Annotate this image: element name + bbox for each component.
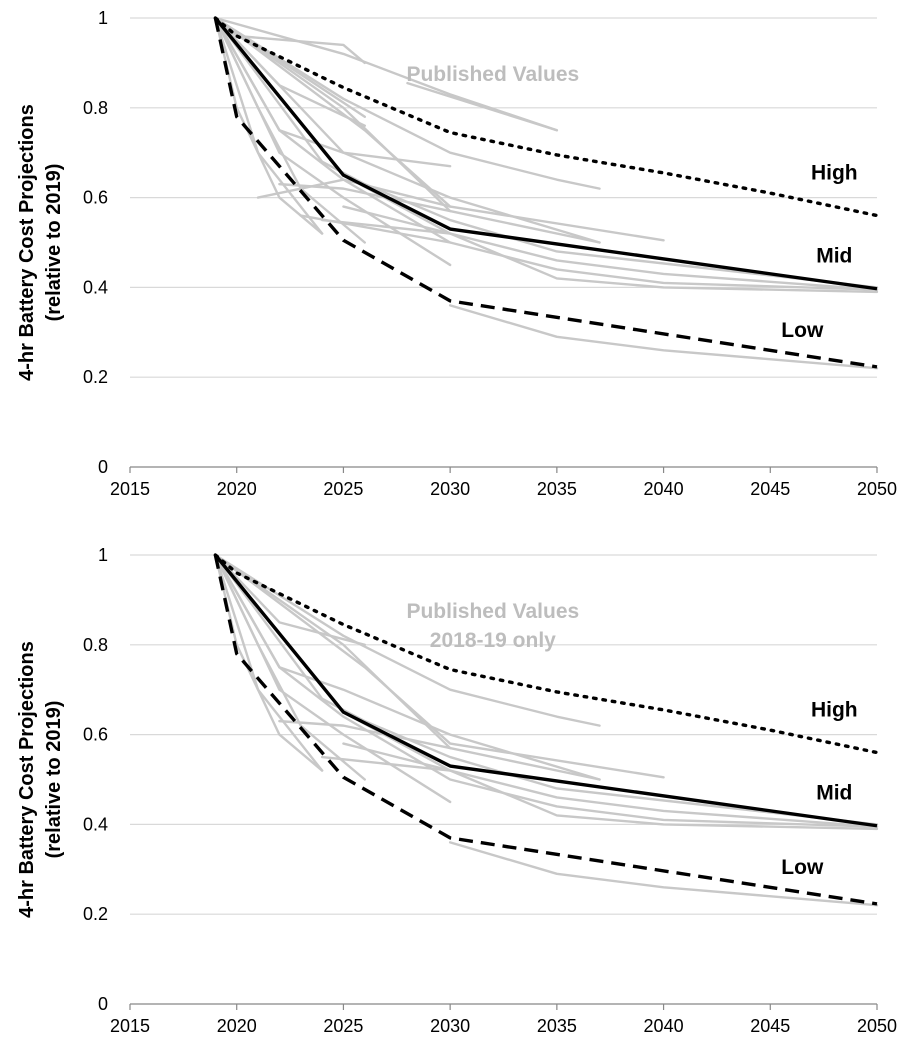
y-tick-label: 0.8 — [83, 98, 108, 118]
published-projection-line — [406, 81, 559, 132]
y-tick-label: 0.2 — [83, 367, 108, 387]
x-tick-label: 2015 — [110, 479, 150, 499]
y-axis-title-line: 4-hr Battery Cost Projections — [16, 104, 38, 381]
published-values-label: Published Values — [406, 63, 579, 86]
x-tick-label: 2025 — [323, 1016, 363, 1036]
mid-scenario-line — [214, 16, 878, 291]
mid-label: Mid — [816, 245, 852, 268]
x-tick-label: 2040 — [644, 1016, 684, 1036]
low-scenario-line — [213, 554, 878, 906]
published-projection-line — [214, 553, 452, 750]
low-scenario-line — [213, 17, 878, 369]
published-projection-line — [214, 16, 452, 168]
y-tick-label: 0.4 — [83, 814, 108, 834]
published-projection-line — [320, 755, 452, 772]
y-tick-label: 0.8 — [83, 635, 108, 655]
x-tick-label: 2045 — [750, 479, 790, 499]
published-projection-line — [214, 16, 665, 242]
y-tick-label: 0.4 — [83, 277, 108, 297]
published-projection-line — [342, 742, 879, 831]
y-tick-label: 0 — [98, 457, 108, 477]
published-projection-line — [214, 553, 879, 828]
x-tick-label: 2015 — [110, 1016, 150, 1036]
published-projection-line — [214, 16, 366, 244]
published-projection-line — [214, 553, 366, 781]
y-tick-label: 0.6 — [83, 725, 108, 745]
published-projection-line — [278, 182, 601, 244]
published-values-label: 2018-19 only — [430, 629, 556, 652]
x-tick-label: 2020 — [217, 1016, 257, 1036]
published-projection-line — [448, 304, 879, 370]
published-projection-line — [448, 841, 879, 907]
y-axis-title-line: 4-hr Battery Cost Projections — [16, 641, 38, 918]
y-tick-label: 1 — [98, 8, 108, 28]
y-axis-title-line: (relative to 2019) — [43, 164, 65, 322]
published-projection-line — [214, 553, 665, 779]
top-chart-panel: 0 0.2 0.4 0.6 0.8 1 2015 2020 2025 2030 2035 2040 20… — [16, 8, 897, 499]
x-tick-label: 2035 — [537, 1016, 577, 1036]
published-projection-line — [214, 16, 879, 289]
y-axis-title-line: (relative to 2019) — [43, 701, 65, 859]
x-tick-label: 2030 — [430, 479, 470, 499]
x-tick-label: 2040 — [644, 479, 684, 499]
high-scenario-line — [213, 553, 879, 755]
x-tick-label: 2050 — [857, 1016, 897, 1036]
high-label: High — [811, 162, 858, 185]
y-tick-label: 0 — [98, 994, 108, 1014]
y-tick-label: 1 — [98, 545, 108, 565]
high-scenario-line — [213, 16, 879, 218]
high-label: High — [811, 699, 858, 722]
published-projection-line — [214, 553, 879, 826]
published-projection-line — [278, 719, 601, 781]
x-tick-label: 2030 — [430, 1016, 470, 1036]
published-projection-line — [214, 16, 452, 213]
published-projection-line — [214, 553, 366, 646]
y-tick-label: 0.2 — [83, 904, 108, 924]
published-projection-line — [214, 553, 601, 727]
published-projection-line — [299, 214, 452, 244]
published-projection-line — [214, 16, 601, 190]
x-tick-label: 2025 — [323, 479, 363, 499]
x-tick-label: 2050 — [857, 479, 897, 499]
x-tick-label: 2035 — [537, 479, 577, 499]
published-values-label: Published Values — [406, 600, 579, 623]
x-tick-label: 2045 — [750, 1016, 790, 1036]
mid-label: Mid — [816, 782, 852, 805]
y-tick-label: 0.6 — [83, 188, 108, 208]
x-tick-label: 2020 — [217, 479, 257, 499]
low-label: Low — [781, 319, 824, 342]
published-projection-line — [342, 205, 879, 294]
low-label: Low — [781, 856, 824, 879]
bottom-chart-panel: 0 0.2 0.4 0.6 0.8 1 2015 2020 2025 2030 2035 2040 20… — [16, 545, 897, 1036]
mid-scenario-line — [214, 553, 878, 828]
